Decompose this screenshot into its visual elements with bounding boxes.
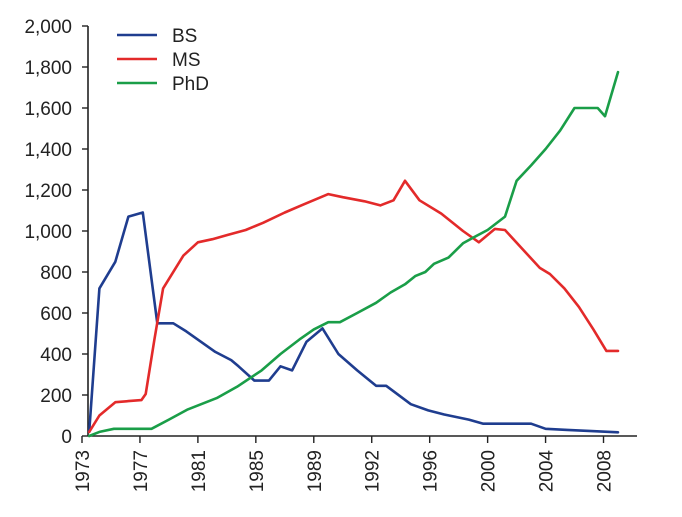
x-tick-label: 1989 — [305, 450, 326, 492]
y-tick-label: 800 — [40, 263, 72, 284]
x-tick-label: 1996 — [421, 450, 442, 492]
x-tick-label: 1981 — [189, 450, 210, 492]
y-tick-label: 1,600 — [24, 99, 72, 120]
y-axis-ticks: 0 200 400 600 800 1,000 1,200 1,400 1,600 1,800 2,… — [24, 17, 88, 448]
legend-label-bs: BS — [172, 26, 197, 47]
legend-label-ms: MS — [172, 50, 201, 71]
x-tick-label: 1992 — [363, 450, 384, 492]
y-tick-label: 200 — [40, 386, 72, 407]
x-tick-label: 1973 — [73, 450, 94, 492]
series-line-phd — [87, 70, 620, 438]
y-tick-label: 600 — [40, 304, 72, 325]
y-tick-label: 1,000 — [24, 222, 72, 243]
x-tick-label: 2004 — [537, 450, 558, 493]
x-axis-ticks: 1973 1977 1981 1985 1989 1992 1996 2000 2004 2008 — [73, 436, 616, 492]
y-tick-label: 400 — [40, 345, 72, 366]
series-line-bs — [87, 211, 620, 434]
x-tick-label: 1985 — [247, 450, 268, 492]
series-lines — [87, 70, 620, 438]
y-tick-label: 1,200 — [24, 181, 72, 202]
x-tick-label: 2008 — [595, 450, 616, 492]
legend: BS MS PhD — [117, 26, 209, 95]
series-line-ms — [87, 179, 620, 434]
y-tick-label: 1,800 — [24, 58, 72, 79]
x-tick-label: 2000 — [479, 450, 500, 492]
x-tick-label: 1977 — [131, 450, 152, 492]
legend-label-phd: PhD — [172, 74, 209, 95]
y-tick-label: 2,000 — [24, 17, 72, 38]
y-tick-label: 1,400 — [24, 140, 72, 161]
y-tick-label: 0 — [61, 427, 72, 448]
